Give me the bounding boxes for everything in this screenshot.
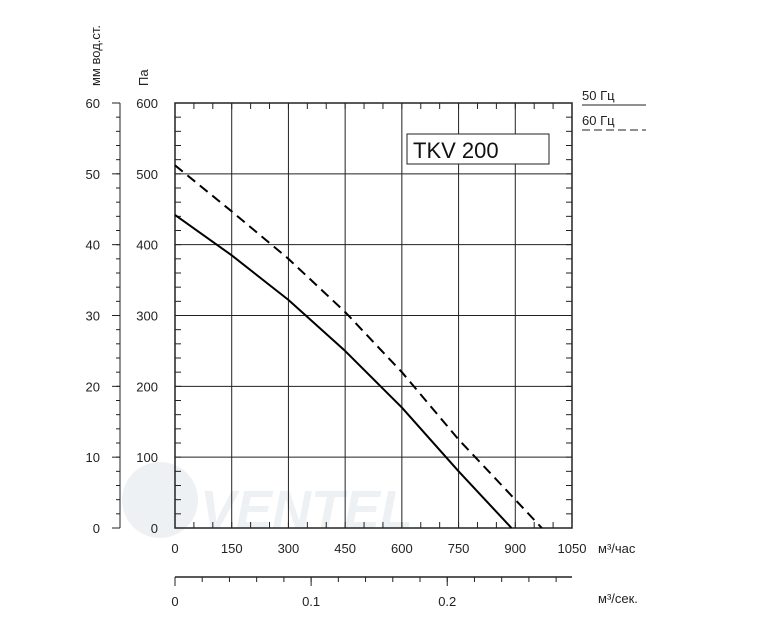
y-tick-label: 0	[151, 521, 158, 536]
x-tick-label: 900	[504, 541, 526, 556]
y-tick-label: 300	[136, 309, 158, 324]
minor-ticks	[116, 103, 572, 528]
y-tick-label: 400	[136, 238, 158, 253]
x2-axis-label: м³/сек.	[598, 591, 638, 606]
y-tick-labels: 0 100 200 300 400 500 600	[136, 96, 158, 536]
plot-frame	[174, 102, 573, 529]
vental-watermark: VENTEL	[122, 462, 413, 540]
y-tick-label: 600	[136, 96, 158, 111]
y2-tick-label: 40	[86, 238, 100, 253]
y2-tick-label: 60	[86, 96, 100, 111]
x-tick-label: 750	[448, 541, 470, 556]
y2-tick-label: 20	[86, 379, 100, 394]
x2-tick-labels: 0 0.1 0.2	[171, 577, 557, 609]
model-label-box	[406, 133, 550, 165]
x-axis-label: м³/час	[598, 541, 636, 556]
x-tick-label: 300	[278, 541, 300, 556]
x2-tick-label: 0	[171, 594, 178, 609]
y2-tick-label: 10	[86, 450, 100, 465]
grid	[175, 103, 572, 528]
x-tick-label: 600	[391, 541, 413, 556]
y2-tick-labels: 0 10 20 30 40 50 60	[86, 96, 121, 536]
legend-label-50hz: 50 Гц	[582, 88, 615, 103]
x-tick-label: 150	[221, 541, 243, 556]
series-line-50hz	[174, 214, 513, 529]
x-tick-label: 1050	[558, 541, 587, 556]
series-group	[174, 164, 543, 529]
y-tick-label: 100	[136, 450, 158, 465]
x2-tick-label: 0.1	[302, 594, 320, 609]
y-tick-label: 200	[136, 379, 158, 394]
svg-text:VENTEL: VENTEL	[200, 480, 413, 540]
x-tick-label: 0	[171, 541, 178, 556]
x-tick-label: 450	[334, 541, 356, 556]
y2-tick-label: 0	[93, 521, 100, 536]
y-axis-label: Па	[136, 69, 151, 86]
model-label: TKV 200	[413, 138, 499, 163]
x2-tick-label: 0.2	[438, 594, 456, 609]
y2-tick-label: 30	[86, 309, 100, 324]
y2-axis-label: мм вод.ст.	[88, 25, 103, 86]
x-tick-labels: 0 150 300 450 600 750 900 1050	[171, 541, 586, 556]
legend-label-60hz: 60 Гц	[582, 113, 615, 128]
y2-tick-label: 50	[86, 167, 100, 182]
legend: 50 Гц 60 Гц	[582, 88, 646, 131]
series-line-60hz	[174, 164, 543, 529]
y-tick-label: 500	[136, 167, 158, 182]
